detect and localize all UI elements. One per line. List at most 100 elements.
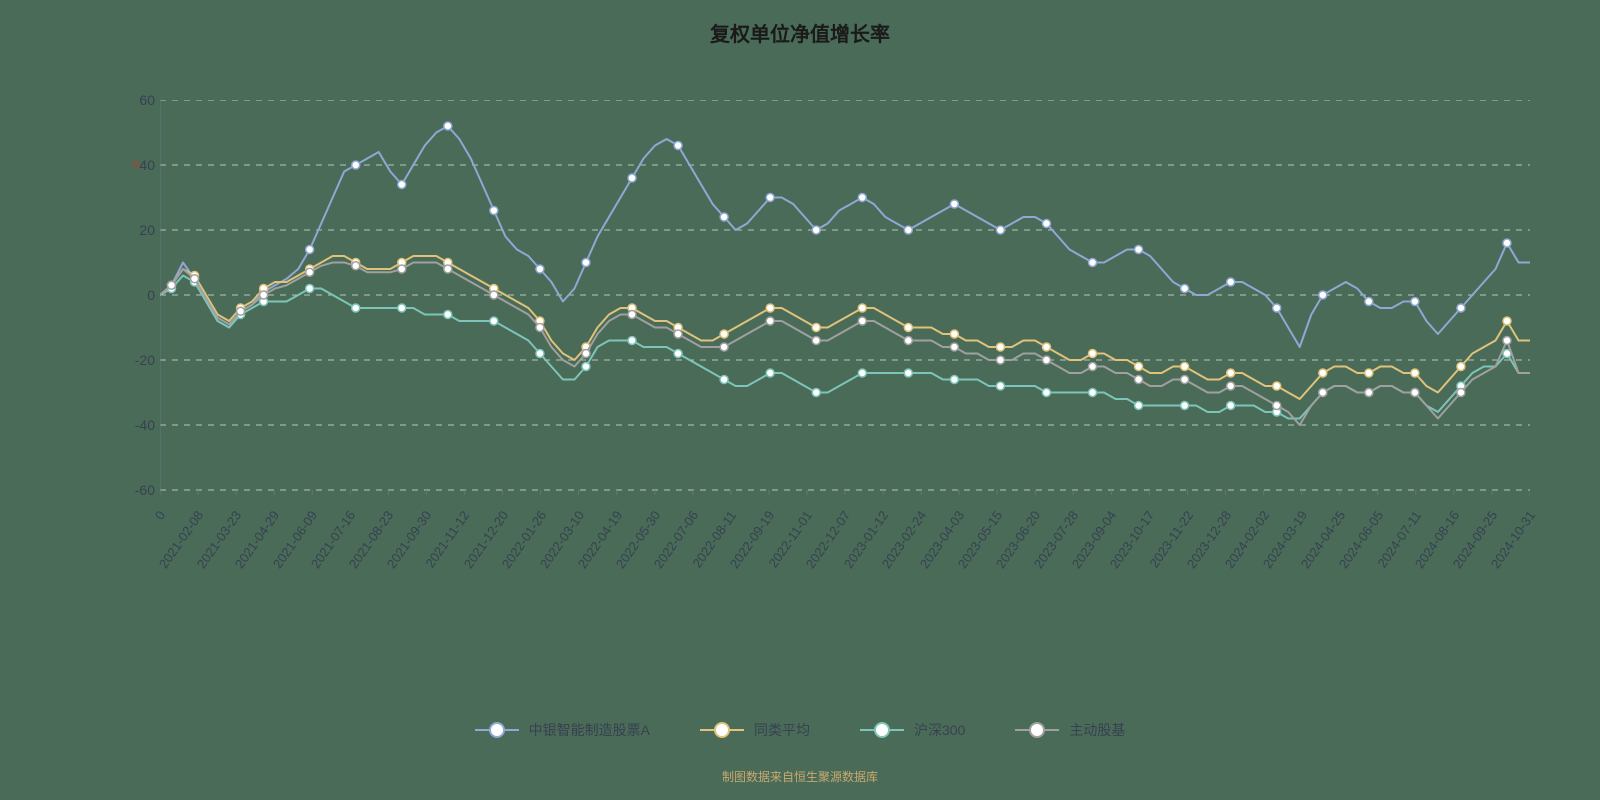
series-marker <box>812 324 820 332</box>
series-marker <box>1135 402 1143 410</box>
x-tick-label: 0 <box>152 508 168 523</box>
series-marker <box>858 317 866 325</box>
y-tick-label: -20 <box>115 352 155 368</box>
legend: 中银智能制造股票A 同类平均 沪深300 主动股基 <box>0 720 1600 740</box>
series-marker <box>1089 259 1097 267</box>
series-marker <box>398 181 406 189</box>
series-marker <box>1181 402 1189 410</box>
series-marker <box>628 174 636 182</box>
series-marker <box>536 350 544 358</box>
legend-label: 中银智能制造股票A <box>529 720 650 740</box>
series-marker <box>490 291 498 299</box>
legend-item: 中银智能制造股票A <box>475 720 650 740</box>
legend-swatch <box>1015 723 1059 737</box>
series-marker <box>1319 291 1327 299</box>
series-marker <box>904 324 912 332</box>
series-marker <box>1503 239 1511 247</box>
series-marker <box>628 337 636 345</box>
series-marker <box>1042 343 1050 351</box>
y-tick-label: 20 <box>115 222 155 238</box>
series-marker <box>1273 382 1281 390</box>
series-marker <box>306 285 314 293</box>
series-marker <box>536 265 544 273</box>
series-marker <box>1135 246 1143 254</box>
series-marker <box>1042 389 1050 397</box>
series-marker <box>1227 369 1235 377</box>
series-marker <box>191 275 199 283</box>
series-line <box>160 126 1530 347</box>
series-marker <box>1411 298 1419 306</box>
legend-label: 同类平均 <box>754 720 810 740</box>
series-marker <box>260 291 268 299</box>
y-tick-label: -40 <box>115 417 155 433</box>
series-marker <box>444 311 452 319</box>
series-marker <box>950 376 958 384</box>
series-marker <box>1365 389 1373 397</box>
series-marker <box>720 343 728 351</box>
series-marker <box>766 194 774 202</box>
series-line <box>160 256 1530 399</box>
legend-item: 同类平均 <box>700 720 810 740</box>
series-marker <box>858 369 866 377</box>
series-marker <box>996 356 1004 364</box>
series-marker <box>444 265 452 273</box>
series-marker <box>582 259 590 267</box>
series-marker <box>1181 363 1189 371</box>
series-marker <box>720 213 728 221</box>
series-marker <box>812 389 820 397</box>
series-marker <box>950 343 958 351</box>
series-marker <box>720 376 728 384</box>
series-marker <box>1319 369 1327 377</box>
series-marker <box>812 337 820 345</box>
chart-footer: 制图数据来自恒生聚源数据库 <box>0 768 1600 785</box>
series-marker <box>766 304 774 312</box>
series-marker <box>996 226 1004 234</box>
series-marker <box>1042 356 1050 364</box>
legend-swatch <box>860 723 904 737</box>
series-marker <box>1365 369 1373 377</box>
series-marker <box>950 200 958 208</box>
series-marker <box>1181 376 1189 384</box>
series-marker <box>904 337 912 345</box>
series-marker <box>1227 402 1235 410</box>
series-marker <box>904 369 912 377</box>
series-marker <box>536 324 544 332</box>
series-marker <box>1181 285 1189 293</box>
series-marker <box>582 350 590 358</box>
chart-title: 复权单位净值增长率 <box>0 18 1600 47</box>
series-marker <box>1319 389 1327 397</box>
series-marker <box>858 304 866 312</box>
series-marker <box>168 281 176 289</box>
legend-label: 沪深300 <box>914 720 965 740</box>
series-marker <box>1135 376 1143 384</box>
plot-area <box>160 100 1530 490</box>
series-marker <box>1227 278 1235 286</box>
series-marker <box>766 369 774 377</box>
series-marker <box>996 343 1004 351</box>
series-marker <box>1273 304 1281 312</box>
series-marker <box>1411 369 1419 377</box>
series-marker <box>1457 304 1465 312</box>
series-marker <box>306 246 314 254</box>
series-marker <box>1089 389 1097 397</box>
series-marker <box>674 142 682 150</box>
legend-swatch <box>700 723 744 737</box>
series-marker <box>582 363 590 371</box>
series-marker <box>674 330 682 338</box>
plot-svg <box>160 100 1530 496</box>
series-marker <box>996 382 1004 390</box>
series-marker <box>904 226 912 234</box>
y-tick-label: 40 <box>115 157 155 173</box>
series-marker <box>674 350 682 358</box>
y-tick-label: 0 <box>115 287 155 303</box>
legend-item: 主动股基 <box>1015 720 1125 740</box>
series-marker <box>1227 382 1235 390</box>
series-marker <box>1457 389 1465 397</box>
legend-item: 沪深300 <box>860 720 965 740</box>
series-marker <box>766 317 774 325</box>
series-marker <box>237 307 245 315</box>
series-marker <box>1365 298 1373 306</box>
series-line <box>160 263 1530 426</box>
series-marker <box>352 262 360 270</box>
legend-label: 主动股基 <box>1069 720 1125 740</box>
